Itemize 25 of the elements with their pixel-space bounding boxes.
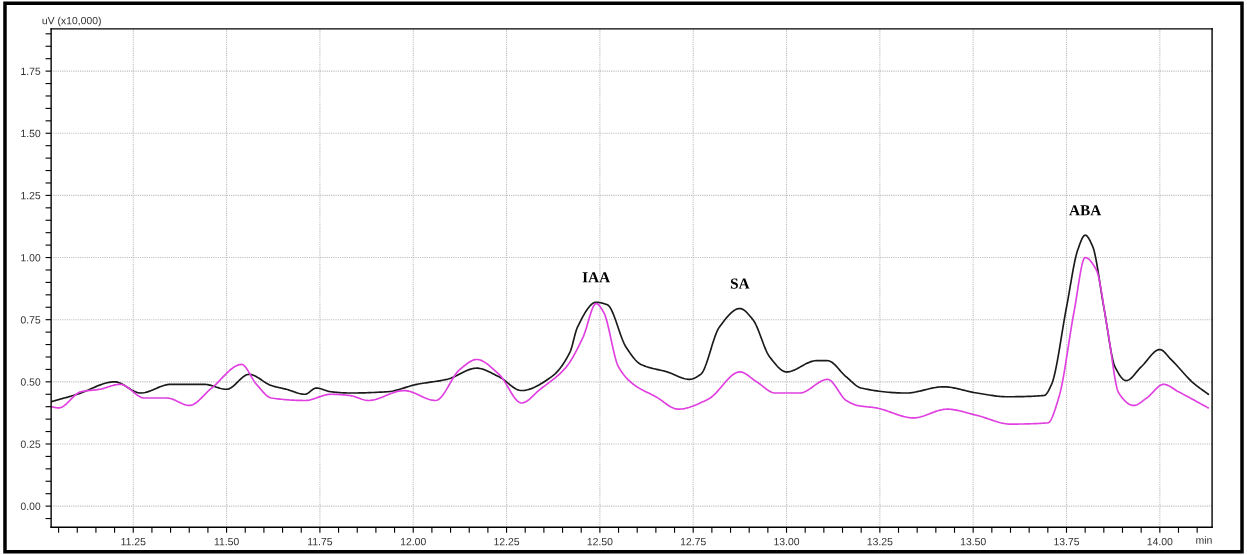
y-tick-label: 1.50 [21, 129, 41, 138]
y-tick-label: 0.50 [20, 378, 41, 386]
x-tick-label: 12.25 [494, 537, 520, 546]
annotation: IAA [582, 272, 611, 283]
y-tick-label: 1.25 [21, 191, 41, 200]
x-tick-label: 11.25 [121, 537, 146, 546]
x-tick-label: 11.75 [308, 538, 333, 546]
x-tick-label: 12.50 [587, 537, 613, 546]
y-tick-label: 0.75 [20, 316, 41, 324]
y-tick-label: 1.00 [21, 254, 41, 262]
annotation: SA [730, 278, 750, 289]
x-tick-label: 13.25 [867, 537, 893, 546]
x-tick-label: 11.50 [214, 537, 239, 546]
x-tick-label: 14.00 [1147, 537, 1173, 546]
x-tick-label: 13.75 [1054, 537, 1080, 546]
y-axis-title: uV (x10,000) [42, 16, 101, 27]
y-tick-label: 0.25 [20, 440, 41, 448]
annotation: ABA [1069, 205, 1102, 216]
y-tick-label: 1.75 [21, 67, 41, 75]
x-tick-label: 12.00 [400, 537, 426, 546]
x-tick-label: 13.50 [960, 537, 986, 546]
y-tick-label: 0.00 [20, 502, 41, 510]
x-axis-title: min [1196, 536, 1212, 544]
x-tick-label: 12.75 [680, 537, 706, 546]
x-tick-label: 13.00 [774, 537, 800, 546]
